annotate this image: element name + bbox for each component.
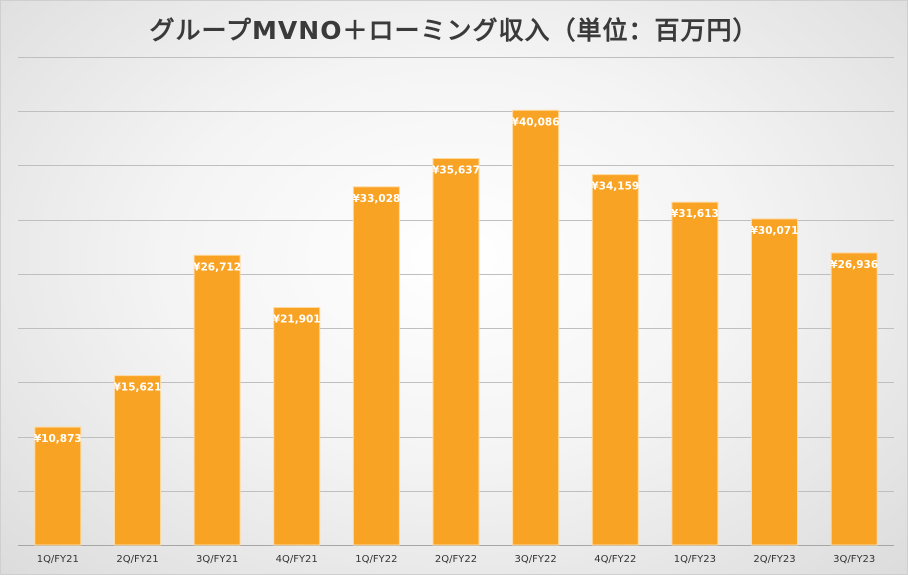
bar: [352, 186, 400, 546]
bar: [114, 375, 161, 546]
x-tick-label: 1Q/FY22: [355, 554, 397, 565]
data-label: ¥21,901: [273, 314, 321, 326]
data-label: ¥26,712: [193, 261, 241, 273]
x-tick-label: 2Q/FY23: [753, 554, 795, 565]
x-tick-label: 1Q/FY21: [37, 554, 79, 565]
label-layer: ¥10,873 ¥15,621 ¥26,712 ¥21,901 ¥33,028 ¥35,6…: [34, 116, 878, 445]
data-label: ¥10,873: [34, 433, 82, 445]
data-label: ¥33,028: [352, 193, 400, 205]
data-label: ¥15,621: [114, 382, 162, 394]
x-tick-label: 3Q/FY21: [196, 554, 238, 565]
bar: [671, 201, 719, 546]
bar: [591, 174, 639, 546]
bar: [830, 252, 878, 546]
x-tick-label: 3Q/FY22: [515, 554, 557, 565]
data-label: ¥30,071: [751, 225, 799, 237]
bar: [34, 426, 82, 546]
x-tick-label: 1Q/FY23: [674, 554, 716, 565]
x-tick-label: 2Q/FY21: [116, 554, 158, 565]
bar: [751, 218, 798, 546]
bar: [432, 158, 480, 546]
tick-layer: 1Q/FY21 2Q/FY21 3Q/FY21 4Q/FY21 1Q/FY22 2Q/FY…: [37, 554, 876, 565]
data-label: ¥34,159: [591, 181, 639, 193]
x-tick-label: 3Q/FY23: [833, 554, 875, 565]
bar: [193, 254, 241, 546]
data-label: ¥35,637: [432, 165, 480, 177]
data-label: ¥31,613: [671, 208, 719, 220]
bar: [512, 109, 560, 546]
x-tick-label: 4Q/FY21: [276, 554, 318, 565]
data-label: ¥40,086: [512, 116, 560, 128]
x-tick-label: 4Q/FY22: [594, 554, 636, 565]
x-tick-label: 2Q/FY22: [435, 554, 477, 565]
data-label: ¥26,936: [830, 259, 878, 271]
chart-title: グループMVNO＋ローミング収入（単位：百万円）: [149, 16, 759, 45]
bar-layer: [34, 109, 878, 546]
bar: [273, 307, 321, 546]
